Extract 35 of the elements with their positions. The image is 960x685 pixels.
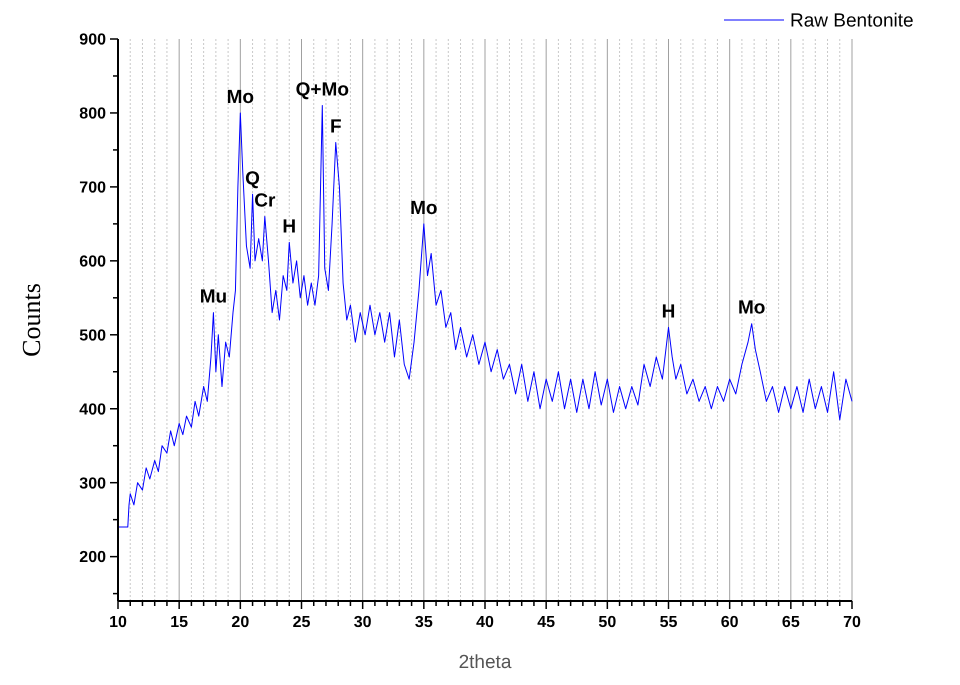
y-tick-label: 800 bbox=[79, 106, 106, 123]
annotation: Q+Mo bbox=[296, 80, 349, 101]
y-tick-label: 900 bbox=[79, 32, 106, 49]
x-tick-label: 30 bbox=[354, 614, 372, 631]
line-series bbox=[118, 105, 852, 528]
x-axis-title: 2theta bbox=[458, 652, 512, 673]
x-tick-label: 40 bbox=[476, 614, 494, 631]
annotation: H bbox=[662, 301, 676, 322]
y-tick-label: 700 bbox=[79, 179, 106, 196]
y-axis-title: Counts bbox=[17, 283, 46, 357]
annotation: Cr bbox=[254, 190, 276, 212]
annotation: Mo bbox=[226, 86, 254, 108]
x-tick-label: 45 bbox=[537, 614, 556, 631]
y-tick-label: 200 bbox=[79, 549, 106, 566]
x-tick-label: 60 bbox=[720, 614, 739, 631]
x-tick-label: 35 bbox=[414, 614, 433, 631]
x-tick-label: 10 bbox=[109, 614, 127, 631]
x-tick-label: 20 bbox=[231, 614, 250, 631]
x-tick-label: 15 bbox=[170, 614, 188, 631]
y-tick-label: 500 bbox=[79, 327, 106, 344]
annotation: Mo bbox=[410, 198, 438, 219]
y-tick-label: 600 bbox=[79, 253, 106, 270]
annotation: F bbox=[330, 116, 342, 138]
y-tick-label: 400 bbox=[79, 401, 106, 418]
x-tick-label: 25 bbox=[292, 614, 310, 631]
annotation: Q bbox=[245, 168, 260, 190]
y-tick-label: 300 bbox=[79, 475, 106, 492]
annotation: Mo bbox=[738, 298, 766, 319]
x-tick-label: 70 bbox=[843, 614, 861, 631]
annotation: Mu bbox=[200, 286, 228, 308]
annotation: H bbox=[282, 216, 296, 238]
x-tick-label: 65 bbox=[782, 614, 800, 631]
legend-label: Raw Bentonite bbox=[790, 10, 914, 32]
x-tick-label: 50 bbox=[598, 614, 616, 631]
x-tick-label: 55 bbox=[660, 614, 678, 631]
